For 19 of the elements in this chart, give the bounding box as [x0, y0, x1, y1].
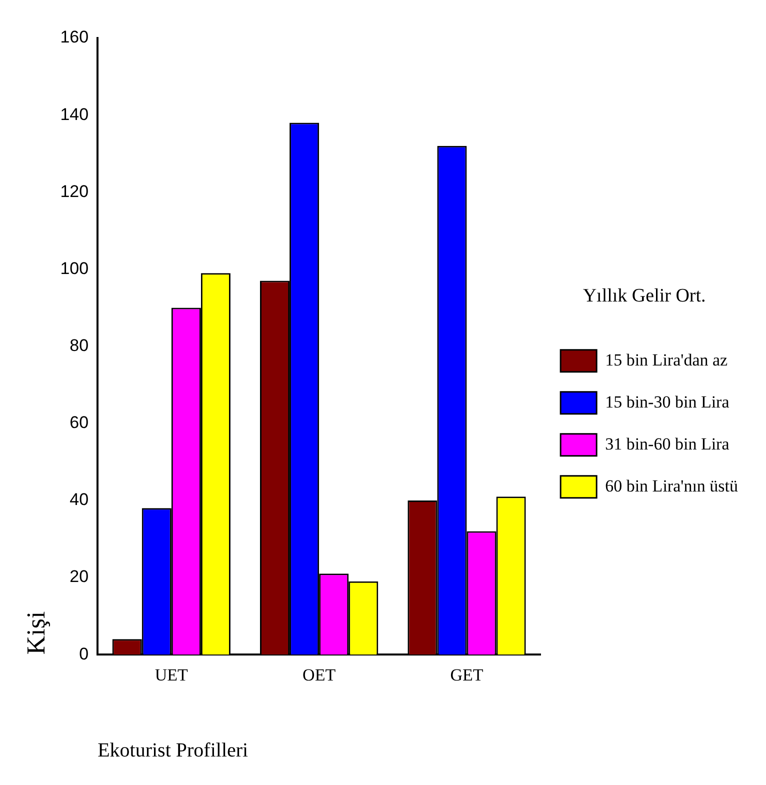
y-tick-label: 60 — [70, 413, 89, 432]
y-tick-label: 20 — [70, 567, 89, 586]
y-axis-title: Kişi — [21, 611, 50, 655]
y-tick-label: 160 — [60, 28, 89, 47]
y-tick-label: 40 — [70, 490, 89, 510]
x-tick-label: GET — [450, 665, 484, 684]
y-tick-label: 100 — [60, 258, 89, 278]
legend-label: 31 bin-60 bin Lira — [605, 434, 730, 454]
legend-label: 60 bin Lira'nın üstü — [605, 476, 738, 496]
x-axis-title: Ekoturist Profilleri — [98, 739, 249, 762]
y-tick-label: 140 — [60, 104, 89, 124]
y-tick-label: 0 — [79, 644, 89, 664]
legend-title: Yıllık Gelir Ort. — [582, 286, 706, 307]
legend-label: 15 bin Lira'dan az — [605, 350, 728, 370]
y-tick-label: 120 — [60, 182, 89, 201]
y-tick-label: 80 — [70, 336, 89, 355]
x-tick-label: UET — [154, 665, 189, 684]
x-tick-label: OET — [302, 665, 336, 684]
legend-label: 15 bin-30 bin Lira — [605, 392, 730, 412]
